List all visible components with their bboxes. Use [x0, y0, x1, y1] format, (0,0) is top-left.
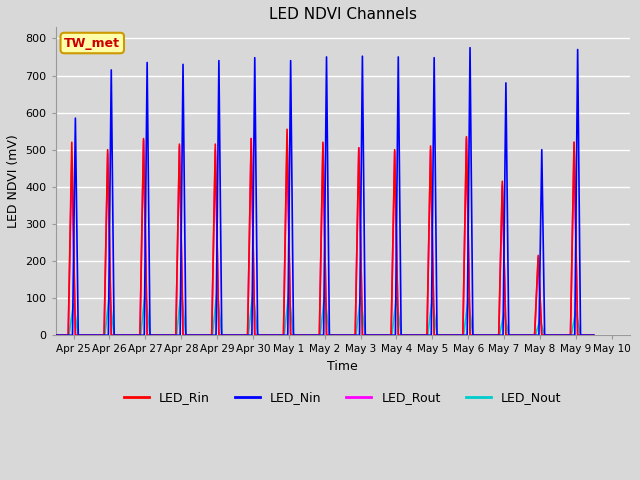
- Text: TW_met: TW_met: [64, 36, 120, 49]
- Title: LED NDVI Channels: LED NDVI Channels: [269, 7, 417, 22]
- X-axis label: Time: Time: [327, 360, 358, 373]
- Legend: LED_Rin, LED_Nin, LED_Rout, LED_Nout: LED_Rin, LED_Nin, LED_Rout, LED_Nout: [119, 386, 566, 409]
- Y-axis label: LED NDVI (mV): LED NDVI (mV): [7, 134, 20, 228]
